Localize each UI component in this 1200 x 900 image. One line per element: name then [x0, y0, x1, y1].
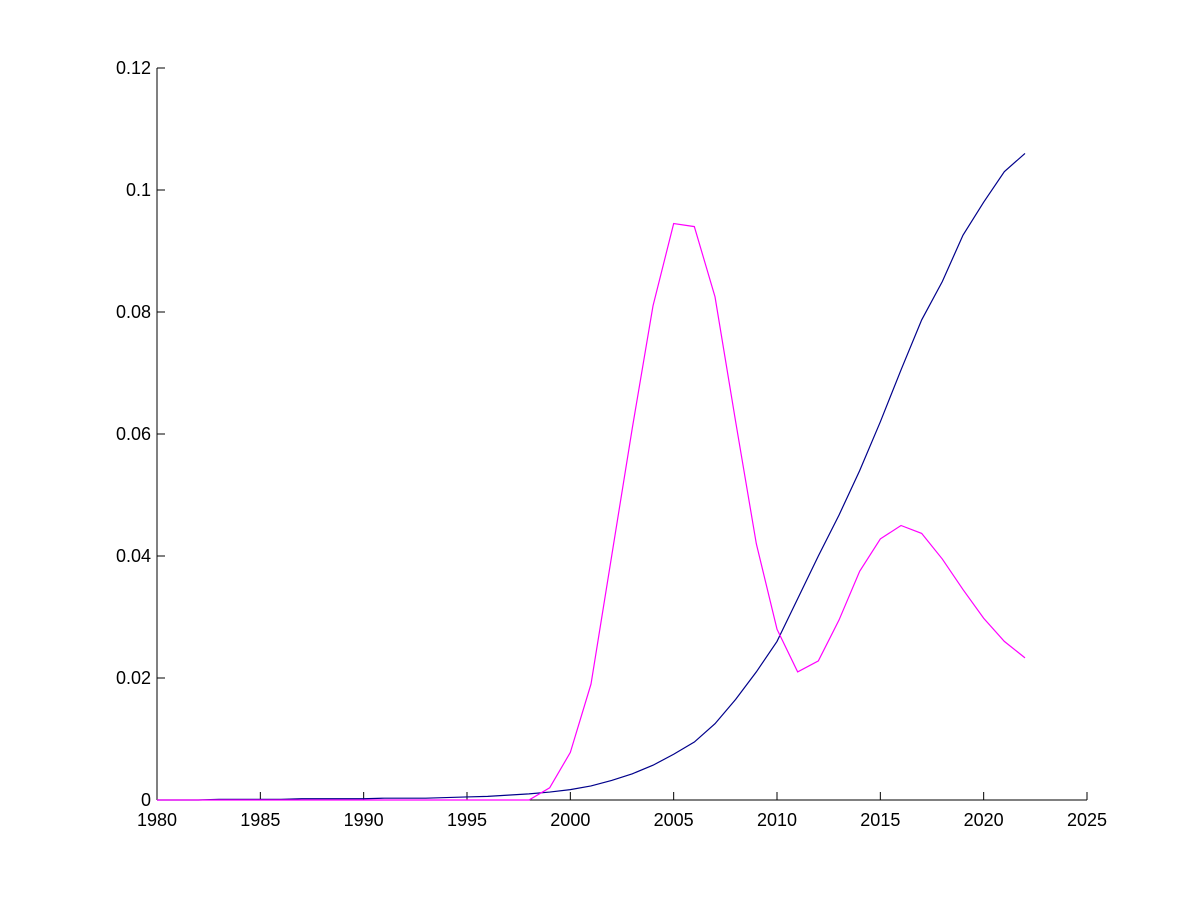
x-tick-label: 2005	[654, 810, 694, 830]
x-tick-label: 1985	[240, 810, 280, 830]
x-tick-label: 2025	[1067, 810, 1107, 830]
y-tick-label: 0	[141, 790, 151, 810]
y-tick-label: 0.06	[116, 424, 151, 444]
x-tick-label: 2000	[550, 810, 590, 830]
x-tick-label: 2010	[757, 810, 797, 830]
x-tick-label: 2020	[964, 810, 1004, 830]
x-tick-label: 1995	[447, 810, 487, 830]
x-tick-label: 2015	[860, 810, 900, 830]
x-tick-label: 1980	[137, 810, 177, 830]
y-tick-label: 0.1	[126, 180, 151, 200]
y-tick-label: 0.08	[116, 302, 151, 322]
series-line	[157, 222, 1026, 801]
series-line	[157, 152, 1026, 801]
y-tick-label: 0.12	[116, 58, 151, 78]
y-tick-label: 0.04	[116, 546, 151, 566]
x-tick-label: 1990	[344, 810, 384, 830]
y-tick-label: 0.02	[116, 668, 151, 688]
